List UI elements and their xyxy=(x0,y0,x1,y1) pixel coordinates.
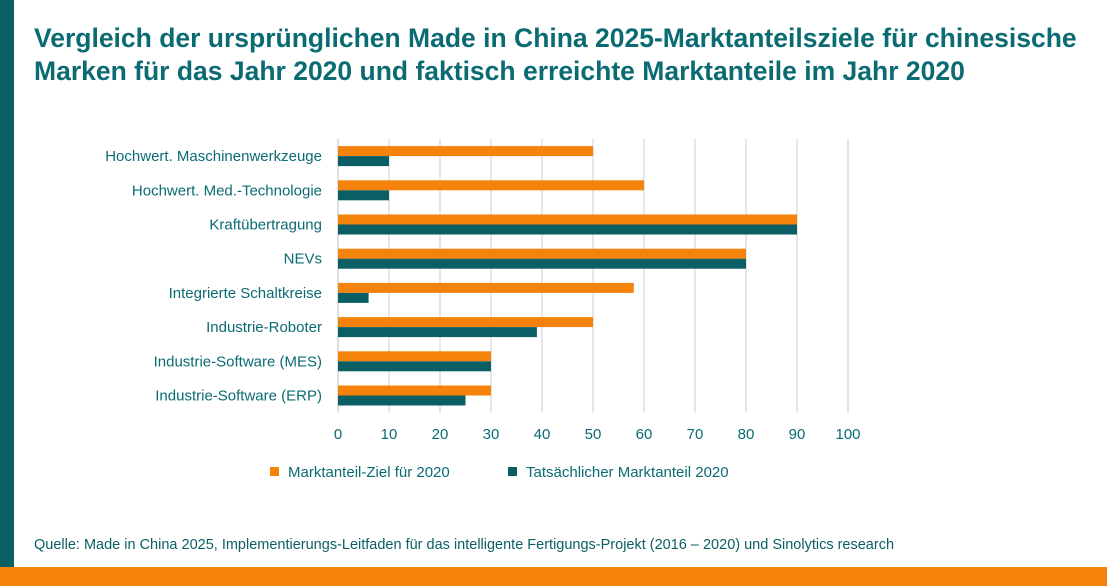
bar-actual-6 xyxy=(338,361,491,372)
category-label: Industrie-Roboter xyxy=(206,319,322,336)
legend-swatch-actual xyxy=(508,467,517,476)
bar-target-7 xyxy=(338,385,491,396)
bar-target-2 xyxy=(338,214,797,225)
category-label: NEVs xyxy=(284,251,322,268)
chart-title: Vergleich der ursprünglichen Made in Chi… xyxy=(34,23,1077,86)
legend: Marktanteil-Ziel für 2020 Tatsächlicher M… xyxy=(270,464,729,481)
bar-actual-3 xyxy=(338,258,746,269)
bar-actual-4 xyxy=(338,292,369,303)
bar-actual-2 xyxy=(338,224,797,235)
bars xyxy=(338,146,797,406)
x-tick-label: 30 xyxy=(483,426,500,443)
bar-target-3 xyxy=(338,248,746,259)
bar-target-0 xyxy=(338,146,593,157)
source-note: Quelle: Made in China 2025, Implementier… xyxy=(34,537,895,553)
category-labels: Hochwert. Maschinenwerkzeuge Hochwert. Me… xyxy=(105,148,322,404)
category-label: Industrie-Software (MES) xyxy=(154,353,322,370)
x-tick-label: 50 xyxy=(585,426,602,443)
legend-label-actual: Tatsächlicher Marktanteil 2020 xyxy=(526,464,729,481)
left-accent-bar xyxy=(0,0,14,586)
bar-target-6 xyxy=(338,351,491,362)
x-tick-label: 10 xyxy=(381,426,398,443)
bar-target-4 xyxy=(338,282,634,293)
bar-actual-5 xyxy=(338,327,537,338)
gridlines xyxy=(337,139,849,413)
bar-actual-7 xyxy=(338,395,466,406)
x-tick-label: 70 xyxy=(687,426,704,443)
bar-actual-0 xyxy=(338,156,389,167)
legend-swatch-target xyxy=(270,467,279,476)
x-tick-label: 80 xyxy=(738,426,755,443)
category-label: Industrie-Software (ERP) xyxy=(155,388,322,405)
x-tick-label: 100 xyxy=(835,426,860,443)
category-label: Kraftübertragung xyxy=(209,217,322,234)
category-label: Hochwert. Med.-Technologie xyxy=(132,182,322,199)
category-label: Hochwert. Maschinenwerkzeuge xyxy=(105,148,322,165)
bar-target-5 xyxy=(338,317,593,328)
legend-label-target: Marktanteil-Ziel für 2020 xyxy=(288,464,450,481)
category-label: Integrierte Schaltkreise xyxy=(169,285,322,302)
bottom-accent-bar xyxy=(0,567,1107,586)
x-tick-label: 40 xyxy=(534,426,551,443)
x-tick-label: 0 xyxy=(334,426,342,443)
x-tick-label: 20 xyxy=(432,426,449,443)
x-tick-label: 60 xyxy=(636,426,653,443)
x-axis-ticks: 0 10 20 30 40 50 60 70 80 90 100 xyxy=(334,426,861,443)
bar-actual-1 xyxy=(338,190,389,201)
x-tick-label: 90 xyxy=(789,426,806,443)
bar-target-1 xyxy=(338,180,644,191)
